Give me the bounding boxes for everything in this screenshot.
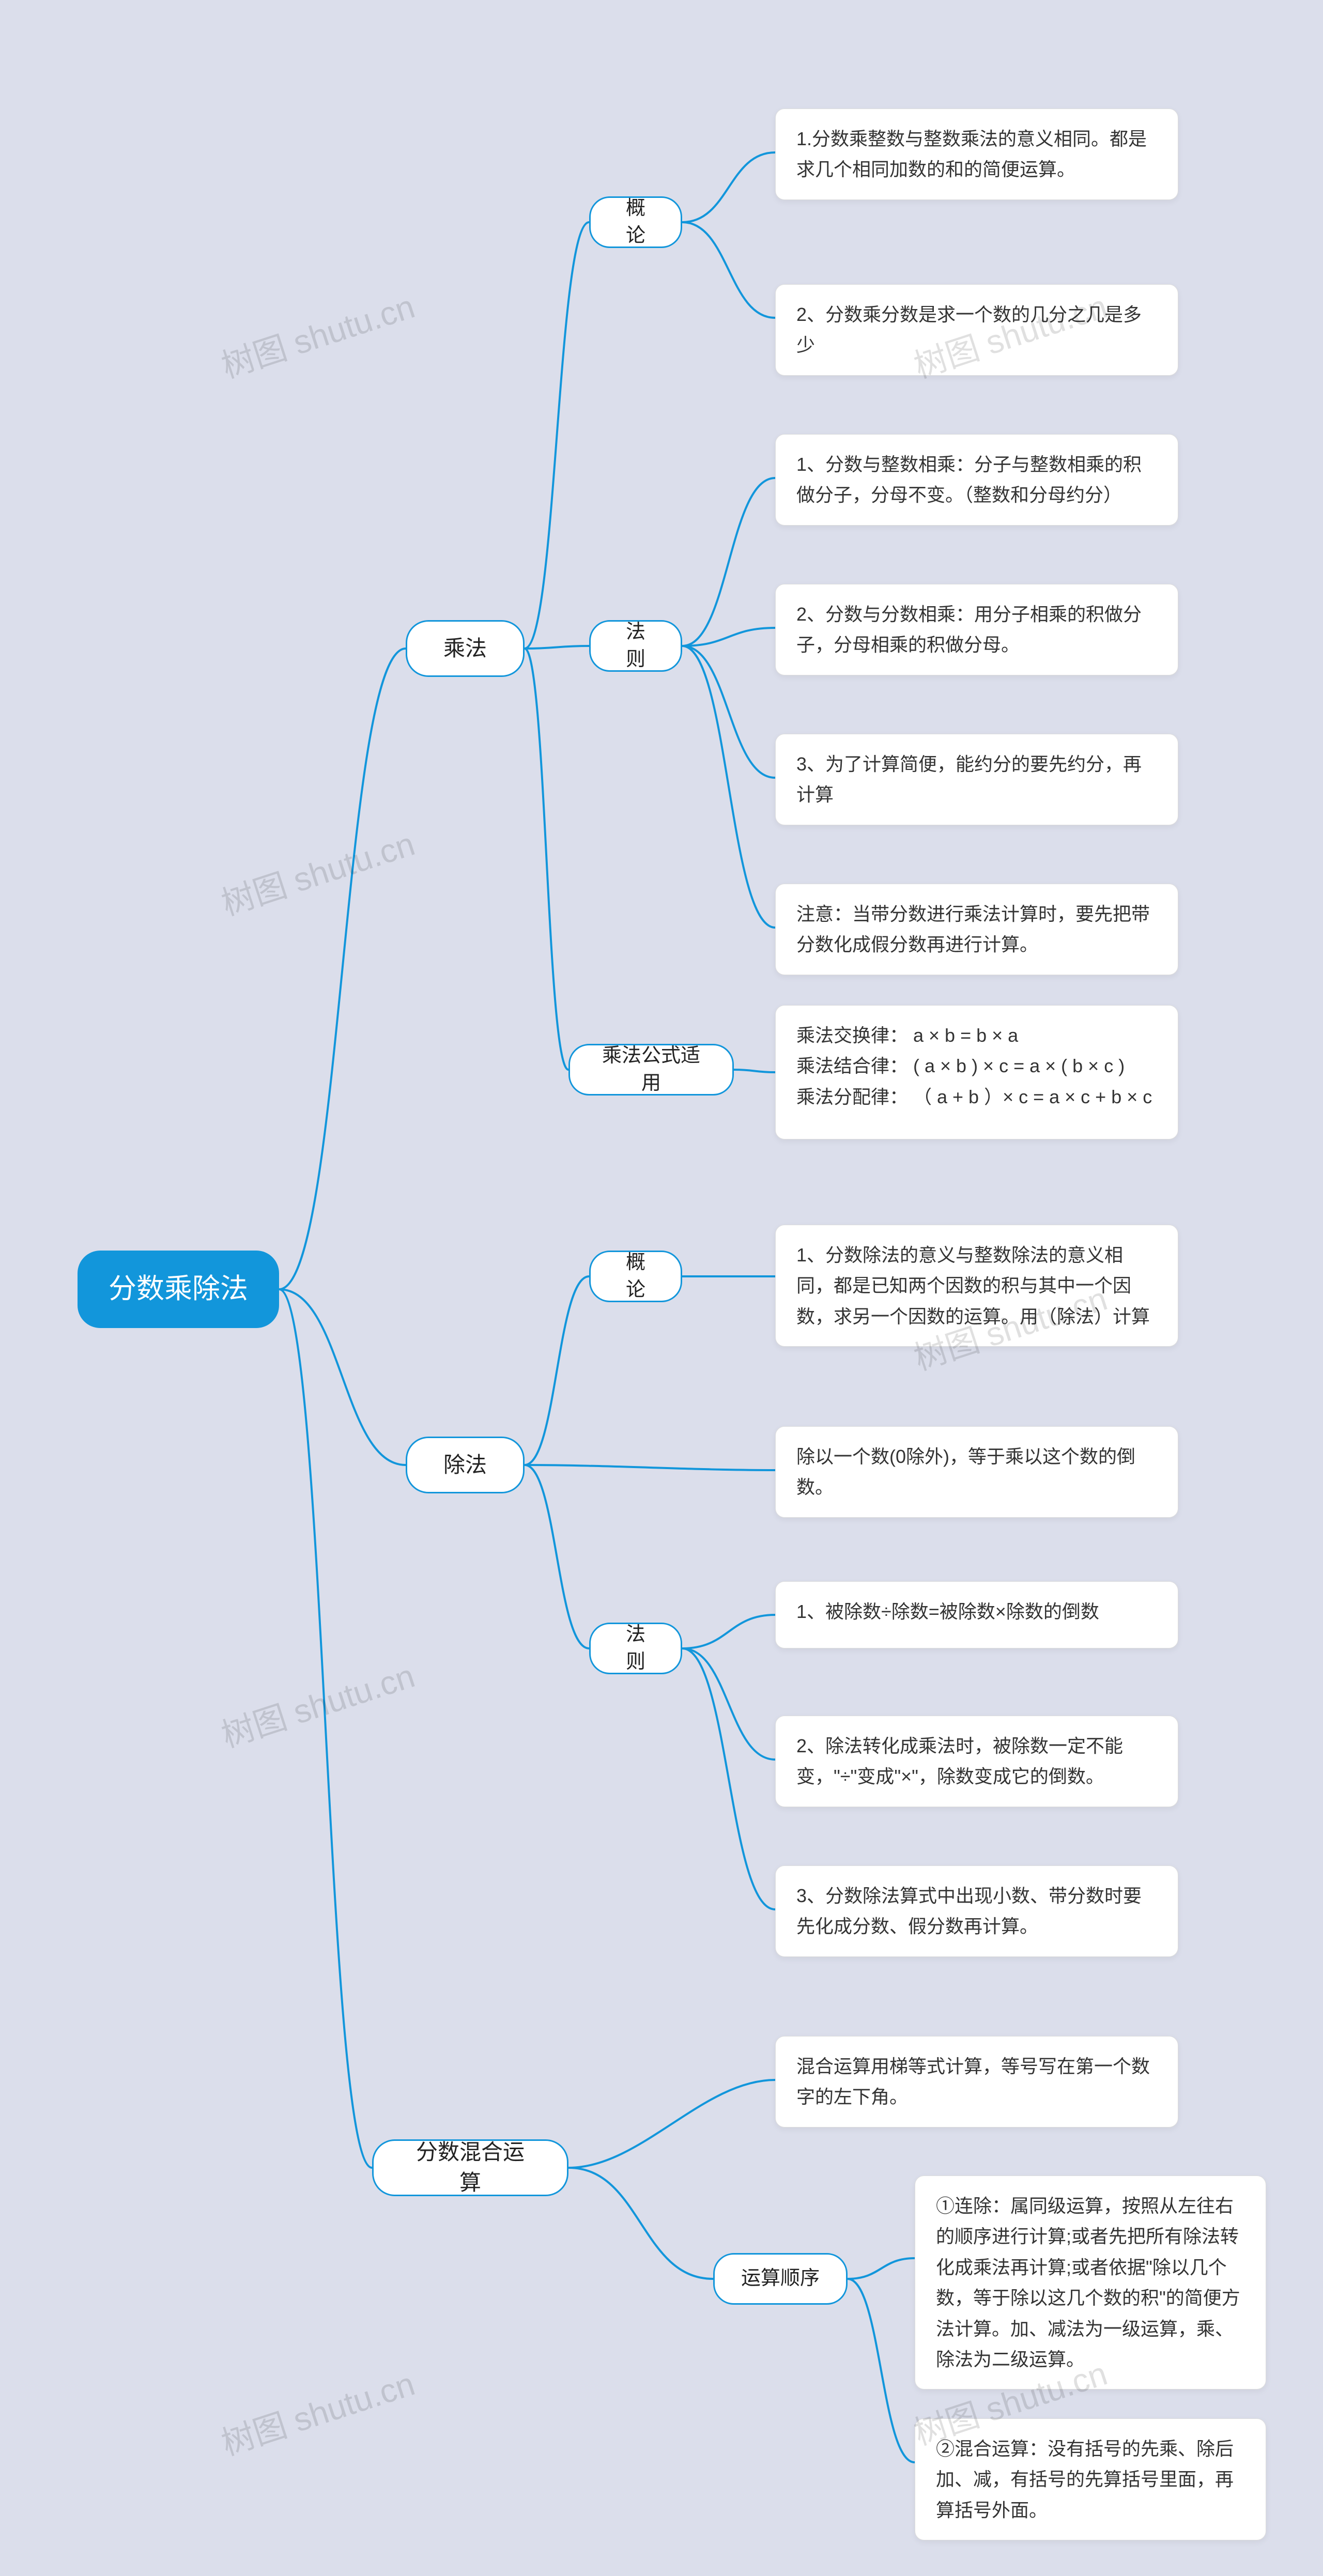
leaf-node[interactable]: 3、分数除法算式中出现小数、带分数时要先化成分数、假分数再计算。 [775,1865,1178,1957]
mindmap-canvas: 分数乘除法 乘法 除法 分数混合运算 概论 法则 乘法公式适用 概论 法则 运算… [0,0,1323,2576]
leaf-node[interactable]: 乘法交换律： a × b = b × a乘法结合律： ( a × b ) × c… [775,1005,1178,1139]
leaf-text: ②混合运算：没有括号的先乘、除后加、减，有括号的先算括号里面，再算括号外面。 [936,2438,1234,2521]
root-label: 分数乘除法 [109,1270,248,1309]
leaf-text: 3、为了计算简便，能约分的要先约分，再计算 [796,753,1142,805]
leaf-text: 2、分数乘分数是求一个数的几分之几是多少 [796,304,1142,356]
leaf-node[interactable]: 2、除法转化成乘法时，被除数一定不能变，"÷"变成"×"，除数变成它的倒数。 [775,1716,1178,1807]
leaf-text: 1、分数除法的意义与整数除法的意义相同，都是已知两个因数的积与其中一个因数，求另… [796,1244,1150,1327]
branch-label: 乘法 [443,634,487,664]
mid-mul-overview[interactable]: 概论 [589,196,682,248]
mid-label: 概论 [617,195,655,250]
branch-label: 除法 [443,1450,487,1480]
mid-mul-formulas[interactable]: 乘法公式适用 [568,1044,734,1096]
leaf-node[interactable]: 2、分数乘分数是求一个数的几分之几是多少 [775,284,1178,376]
branch-label: 分数混合运算 [410,2137,531,2198]
branch-mixed-ops[interactable]: 分数混合运算 [372,2139,568,2196]
leaf-text: 乘法交换律： a × b = b × a乘法结合律： ( a × b ) × c… [796,1025,1152,1107]
mid-label: 法则 [617,1621,655,1676]
leaf-node[interactable]: ①连除：属同级运算，按照从左往右的顺序进行计算;或者先把所有除法转化成乘法再计算… [915,2176,1266,2389]
mid-mul-rules[interactable]: 法则 [589,620,682,672]
leaf-node[interactable]: 1.分数乘整数与整数乘法的意义相同。都是求几个相同加数的和的简便运算。 [775,109,1178,200]
leaf-node[interactable]: 注意：当带分数进行乘法计算时，要先把带分数化成假分数再进行计算。 [775,884,1178,975]
leaf-node[interactable]: 混合运算用梯等式计算，等号写在第一个数字的左下角。 [775,2036,1178,2127]
branch-multiplication[interactable]: 乘法 [406,620,525,677]
mid-mix-order[interactable]: 运算顺序 [713,2253,848,2305]
watermark: 树图 shutu.cn [214,817,420,924]
leaf-text: 1.分数乘整数与整数乘法的意义相同。都是求几个相同加数的和的简便运算。 [796,128,1147,180]
mid-div-overview[interactable]: 概论 [589,1251,682,1302]
mid-label: 乘法公式适用 [596,1042,706,1097]
watermark: 树图 shutu.cn [214,2357,420,2464]
mid-label: 运算顺序 [741,2265,820,2292]
leaf-node[interactable]: 1、分数除法的意义与整数除法的意义相同，都是已知两个因数的积与其中一个因数，求另… [775,1225,1178,1347]
leaf-text: 注意：当带分数进行乘法计算时，要先把带分数化成假分数再进行计算。 [796,903,1150,955]
leaf-text: ①连除：属同级运算，按照从左往右的顺序进行计算;或者先把所有除法转化成乘法再计算… [936,2195,1240,2370]
leaf-text: 3、分数除法算式中出现小数、带分数时要先化成分数、假分数再计算。 [796,1885,1142,1937]
leaf-text: 2、分数与分数相乘：用分子相乘的积做分子，分母相乘的积做分母。 [796,604,1142,655]
leaf-text: 除以一个数(0除外)，等于乘以这个数的倒数。 [796,1446,1135,1498]
mid-label: 概论 [617,1249,655,1304]
mid-div-rules[interactable]: 法则 [589,1623,682,1674]
leaf-node[interactable]: 2、分数与分数相乘：用分子相乘的积做分子，分母相乘的积做分母。 [775,584,1178,675]
leaf-text: 1、被除数÷除数=被除数×除数的倒数 [796,1601,1099,1622]
watermark: 树图 shutu.cn [214,280,420,387]
mid-label: 法则 [617,619,655,673]
leaf-node[interactable]: 1、分数与整数相乘：分子与整数相乘的积做分子，分母不变。（整数和分母约分） [775,434,1178,526]
leaf-node[interactable]: 除以一个数(0除外)，等于乘以这个数的倒数。 [775,1426,1178,1518]
leaf-text: 2、除法转化成乘法时，被除数一定不能变，"÷"变成"×"，除数变成它的倒数。 [796,1735,1123,1787]
branch-division[interactable]: 除法 [406,1437,525,1493]
watermark: 树图 shutu.cn [214,1649,420,1756]
leaf-node[interactable]: 1、被除数÷除数=被除数×除数的倒数 [775,1581,1178,1648]
leaf-node[interactable]: 3、为了计算简便，能约分的要先约分，再计算 [775,734,1178,825]
leaf-node[interactable]: ②混合运算：没有括号的先乘、除后加、减，有括号的先算括号里面，再算括号外面。 [915,2418,1266,2540]
leaf-text: 1、分数与整数相乘：分子与整数相乘的积做分子，分母不变。（整数和分母约分） [796,454,1142,505]
leaf-text: 混合运算用梯等式计算，等号写在第一个数字的左下角。 [796,2056,1150,2107]
root-node[interactable]: 分数乘除法 [78,1251,279,1328]
